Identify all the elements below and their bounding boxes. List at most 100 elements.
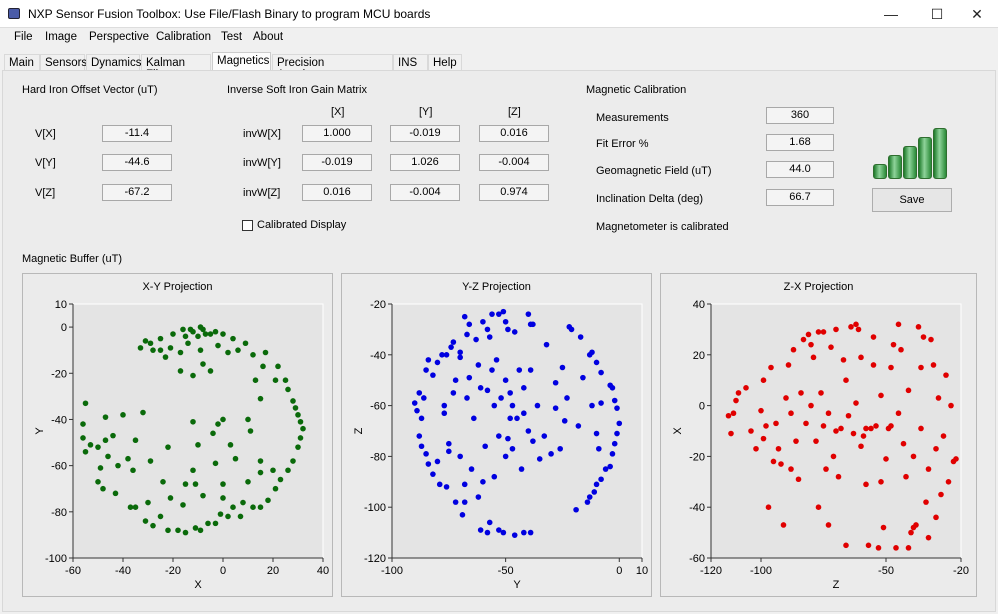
data-point: [614, 430, 620, 437]
data-point: [290, 458, 296, 464]
data-point: [785, 362, 792, 368]
tab-sensors[interactable]: Sensors: [40, 54, 87, 72]
data-point: [883, 456, 889, 462]
invw-yx: -0.019: [302, 154, 372, 171]
menu-about[interactable]: About: [253, 31, 284, 43]
data-point: [200, 361, 206, 367]
data-point: [516, 367, 523, 373]
vy-value: -44.6: [102, 154, 172, 171]
calibrated-display-label[interactable]: Calibrated Display: [257, 219, 347, 231]
tab-main[interactable]: Main: [4, 54, 40, 72]
data-point: [505, 435, 511, 442]
data-point: [509, 402, 516, 409]
menu-image[interactable]: Image: [45, 31, 77, 43]
data-point: [557, 445, 563, 452]
data-point: [498, 395, 504, 401]
data-point: [190, 372, 196, 379]
maximize-button[interactable]: ☐: [930, 6, 944, 22]
invw-xz: 0.016: [479, 125, 549, 142]
menu-test[interactable]: Test: [221, 31, 243, 43]
data-point: [568, 326, 575, 333]
menu-file[interactable]: File: [14, 31, 33, 43]
y-tick-label: -20: [370, 299, 386, 311]
tab-dynamics[interactable]: Dynamics: [86, 54, 141, 72]
data-point: [457, 354, 463, 361]
geomagnetic-field-label: Geomagnetic Field (uT): [596, 165, 712, 177]
save-button[interactable]: Save: [872, 188, 952, 212]
data-point: [598, 400, 604, 406]
y-tick-label: -60: [689, 553, 705, 565]
x-tick-label: -20: [165, 565, 181, 577]
data-point: [150, 522, 156, 529]
app-icon: [8, 8, 20, 19]
data-point: [157, 347, 164, 353]
data-point: [436, 481, 443, 488]
data-point: [242, 340, 249, 347]
data-point: [933, 514, 939, 521]
data-point: [102, 414, 109, 420]
data-point: [725, 412, 732, 419]
data-point: [577, 334, 584, 340]
menu-bar: File Image Perspective Calibration Test …: [0, 28, 998, 48]
y-tick-label: 0: [61, 322, 67, 334]
plot-area: [72, 303, 324, 559]
magnetic-buffer-title: Magnetic Buffer (uT): [22, 253, 123, 265]
data-point: [938, 491, 944, 498]
tab-magnetics[interactable]: Magnetics: [212, 52, 271, 72]
x-tick-label: -50: [498, 565, 514, 577]
calibrated-display-checkbox[interactable]: [242, 220, 253, 231]
data-point: [127, 504, 134, 510]
data-point: [416, 433, 423, 439]
data-point: [441, 402, 448, 409]
data-point: [190, 467, 196, 474]
data-point: [559, 364, 566, 371]
data-point: [865, 542, 872, 549]
title-bar: NXP Sensor Fusion Toolbox: Use File/Flas…: [0, 0, 998, 28]
data-point: [805, 331, 812, 338]
data-point: [915, 324, 922, 330]
data-point: [466, 374, 473, 381]
close-button[interactable]: ✕: [971, 6, 983, 22]
data-point: [793, 438, 799, 444]
data-point: [240, 499, 246, 506]
x-tick-label: -100: [381, 565, 403, 577]
window-title: NXP Sensor Fusion Toolbox: Use File/Flas…: [28, 7, 431, 21]
x-axis-label: Y: [513, 579, 521, 591]
y-tick-label: -60: [51, 461, 67, 473]
minimize-button[interactable]: —: [884, 6, 898, 22]
quality-bar: [873, 164, 887, 179]
y-tick-label: -60: [370, 401, 386, 413]
data-point: [434, 359, 441, 366]
data-point: [930, 362, 937, 368]
col-x-header: [X]: [331, 106, 345, 118]
data-point: [918, 364, 924, 371]
chart-svg: X-Y Projection -60 -40 -20 0 20 40 10 0 -20 -40 -60…: [34, 281, 329, 591]
calibration-title: Magnetic Calibration: [586, 84, 687, 96]
data-point: [475, 494, 482, 500]
data-point: [611, 440, 618, 447]
data-point: [496, 433, 502, 439]
data-point: [521, 529, 527, 536]
data-point: [748, 428, 754, 434]
menu-perspective[interactable]: Perspective: [89, 31, 150, 43]
tab-ins[interactable]: INS: [393, 54, 428, 72]
data-point: [758, 407, 764, 414]
data-point: [423, 451, 429, 457]
measurements-value: 360: [766, 107, 834, 124]
data-point: [948, 402, 954, 409]
data-point: [863, 481, 869, 488]
data-point: [87, 442, 94, 448]
data-point: [439, 352, 445, 358]
x-tick-label: 10: [636, 565, 648, 577]
data-point: [878, 479, 884, 485]
data-point: [489, 311, 495, 317]
data-point: [423, 367, 429, 373]
data-point: [95, 479, 101, 485]
data-point: [411, 400, 418, 406]
data-point: [536, 456, 543, 462]
tab-help[interactable]: Help: [428, 54, 462, 72]
data-point: [142, 518, 149, 524]
menu-calibration[interactable]: Calibration: [156, 31, 211, 43]
data-point: [150, 347, 156, 353]
data-point: [232, 455, 239, 462]
